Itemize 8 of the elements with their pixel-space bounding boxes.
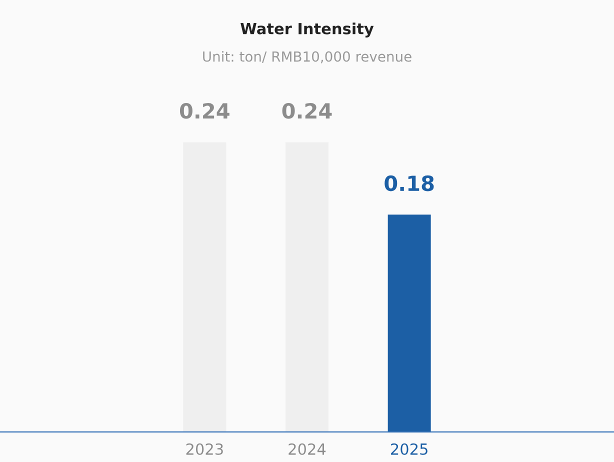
chart-subtitle: Unit: ton/ RMB10,000 revenue <box>203 51 412 64</box>
x-tick-label: 2025 <box>391 443 428 455</box>
x-tick-label: 2024 <box>288 443 326 455</box>
x-tick-label: 2023 <box>186 443 223 455</box>
data-label: 0.18 <box>384 175 434 192</box>
data-label: 0.24 <box>180 103 230 119</box>
data-label: 0.24 <box>282 103 332 119</box>
chart-title: Water Intensity <box>240 22 374 38</box>
